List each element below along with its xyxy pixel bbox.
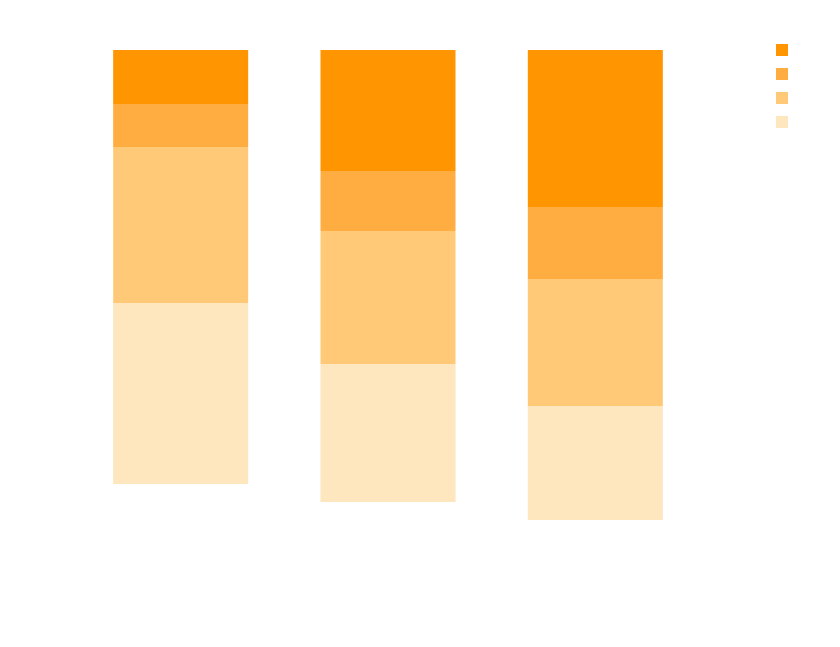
bar-segment — [113, 303, 249, 484]
bar-segment — [113, 147, 249, 303]
bar-segment — [320, 231, 456, 364]
bar-segment — [527, 279, 663, 406]
legend-swatch — [776, 116, 788, 128]
bar-segment — [320, 50, 456, 171]
legend-swatch — [776, 92, 788, 104]
legend-swatch — [776, 44, 788, 56]
legend-swatch — [776, 68, 788, 80]
bar-segment — [527, 50, 663, 207]
bar-segment — [527, 406, 663, 520]
bar-segment — [320, 364, 456, 502]
bar-segment — [527, 207, 663, 279]
bar-segment — [320, 171, 456, 231]
bar-segment — [113, 50, 249, 104]
bar-segment — [113, 104, 249, 147]
